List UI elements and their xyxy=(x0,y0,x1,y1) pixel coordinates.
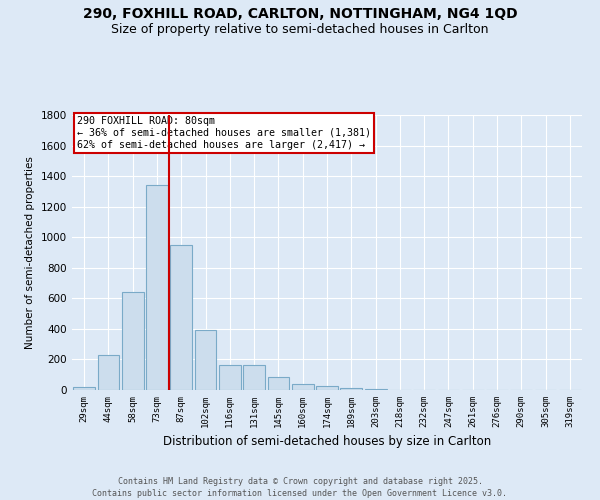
Bar xyxy=(316,386,338,390)
Y-axis label: Number of semi-detached properties: Number of semi-detached properties xyxy=(25,156,35,349)
Text: 290, FOXHILL ROAD, CARLTON, NOTTINGHAM, NG4 1QD: 290, FOXHILL ROAD, CARLTON, NOTTINGHAM, … xyxy=(83,8,517,22)
Bar xyxy=(122,292,143,390)
Bar xyxy=(97,355,119,390)
Bar xyxy=(243,365,265,390)
Text: Size of property relative to semi-detached houses in Carlton: Size of property relative to semi-detach… xyxy=(111,22,489,36)
Bar xyxy=(219,365,241,390)
Bar xyxy=(268,377,289,390)
Text: 290 FOXHILL ROAD: 80sqm
← 36% of semi-detached houses are smaller (1,381)
62% of: 290 FOXHILL ROAD: 80sqm ← 36% of semi-de… xyxy=(77,116,371,150)
Bar xyxy=(146,186,168,390)
Bar xyxy=(340,388,362,390)
Bar xyxy=(194,330,217,390)
Bar xyxy=(73,387,95,390)
X-axis label: Distribution of semi-detached houses by size in Carlton: Distribution of semi-detached houses by … xyxy=(163,436,491,448)
Bar xyxy=(170,245,192,390)
Bar xyxy=(292,384,314,390)
Bar xyxy=(365,389,386,390)
Text: Contains HM Land Registry data © Crown copyright and database right 2025.
Contai: Contains HM Land Registry data © Crown c… xyxy=(92,476,508,498)
